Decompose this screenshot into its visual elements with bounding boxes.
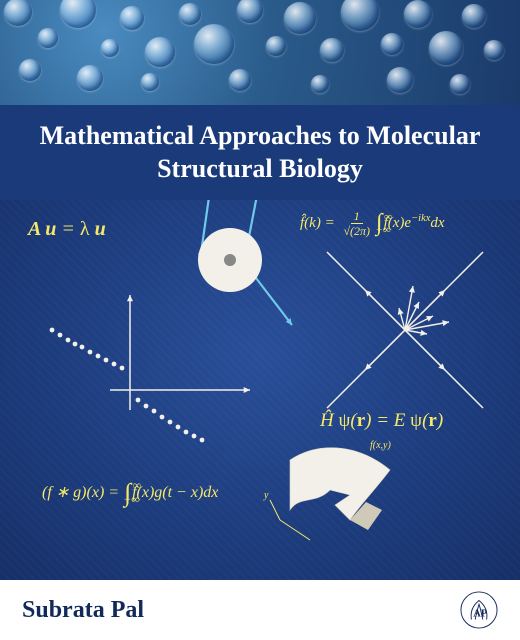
bubble	[387, 67, 413, 93]
bubble	[145, 37, 175, 67]
bubble	[77, 65, 103, 91]
bubble	[266, 36, 286, 56]
title-band: Mathematical Approaches to Molecular Str…	[0, 105, 520, 200]
graphic-scatter-axes	[0, 200, 520, 580]
bubble	[101, 39, 119, 57]
bubble	[141, 73, 159, 91]
bubble	[120, 6, 144, 30]
graphic-sphere-rays	[0, 200, 520, 580]
bubble	[194, 24, 234, 64]
bubble	[19, 59, 41, 81]
bubble	[311, 75, 329, 93]
book-title: Mathematical Approaches to Molecular Str…	[20, 120, 500, 185]
svg-text:y: y	[263, 490, 269, 501]
bubble	[381, 33, 403, 55]
bubble	[229, 69, 251, 91]
bubble	[341, 0, 379, 31]
eq-eigenvalue: A u = λ u	[28, 218, 106, 241]
top-bubble-band	[0, 0, 520, 105]
bubble	[60, 0, 96, 28]
bubble	[179, 3, 201, 25]
eq-schrodinger: Ĥ ψ(r) = E ψ(r)	[320, 410, 443, 432]
bubble	[462, 4, 486, 28]
graphic-3d-surface: y f(x,y)	[0, 200, 520, 580]
bubble	[38, 28, 58, 48]
book-cover: Mathematical Approaches to Molecular Str…	[0, 0, 520, 640]
bubble	[404, 0, 432, 28]
bubble	[237, 0, 263, 23]
svg-text:AP: AP	[473, 609, 488, 620]
graphic-vector-star	[0, 200, 520, 580]
eq-fourier-transform: f̂(k) = 1√(2π)∫∞−∞f(x)e−ikxdx	[300, 210, 445, 237]
author-name: Subrata Pal	[22, 597, 144, 624]
bubble	[4, 0, 32, 26]
publisher-logo-icon: AP	[460, 591, 498, 629]
bubble	[450, 74, 470, 94]
mid-graphics-band: A u = λ u f̂(k) = 1√(2π)∫∞−∞f(x)e−ikxdx …	[0, 200, 520, 580]
eq-convolution: (f ∗ g)(x) = ∫∞−∞f(x)g(t − x)dx	[42, 482, 218, 504]
bottom-band: Subrata Pal AP	[0, 580, 520, 640]
bubble	[284, 2, 316, 34]
bubble	[320, 38, 344, 62]
bubble	[429, 31, 463, 65]
bubble	[484, 40, 504, 60]
svg-text:f(x,y): f(x,y)	[370, 440, 391, 451]
